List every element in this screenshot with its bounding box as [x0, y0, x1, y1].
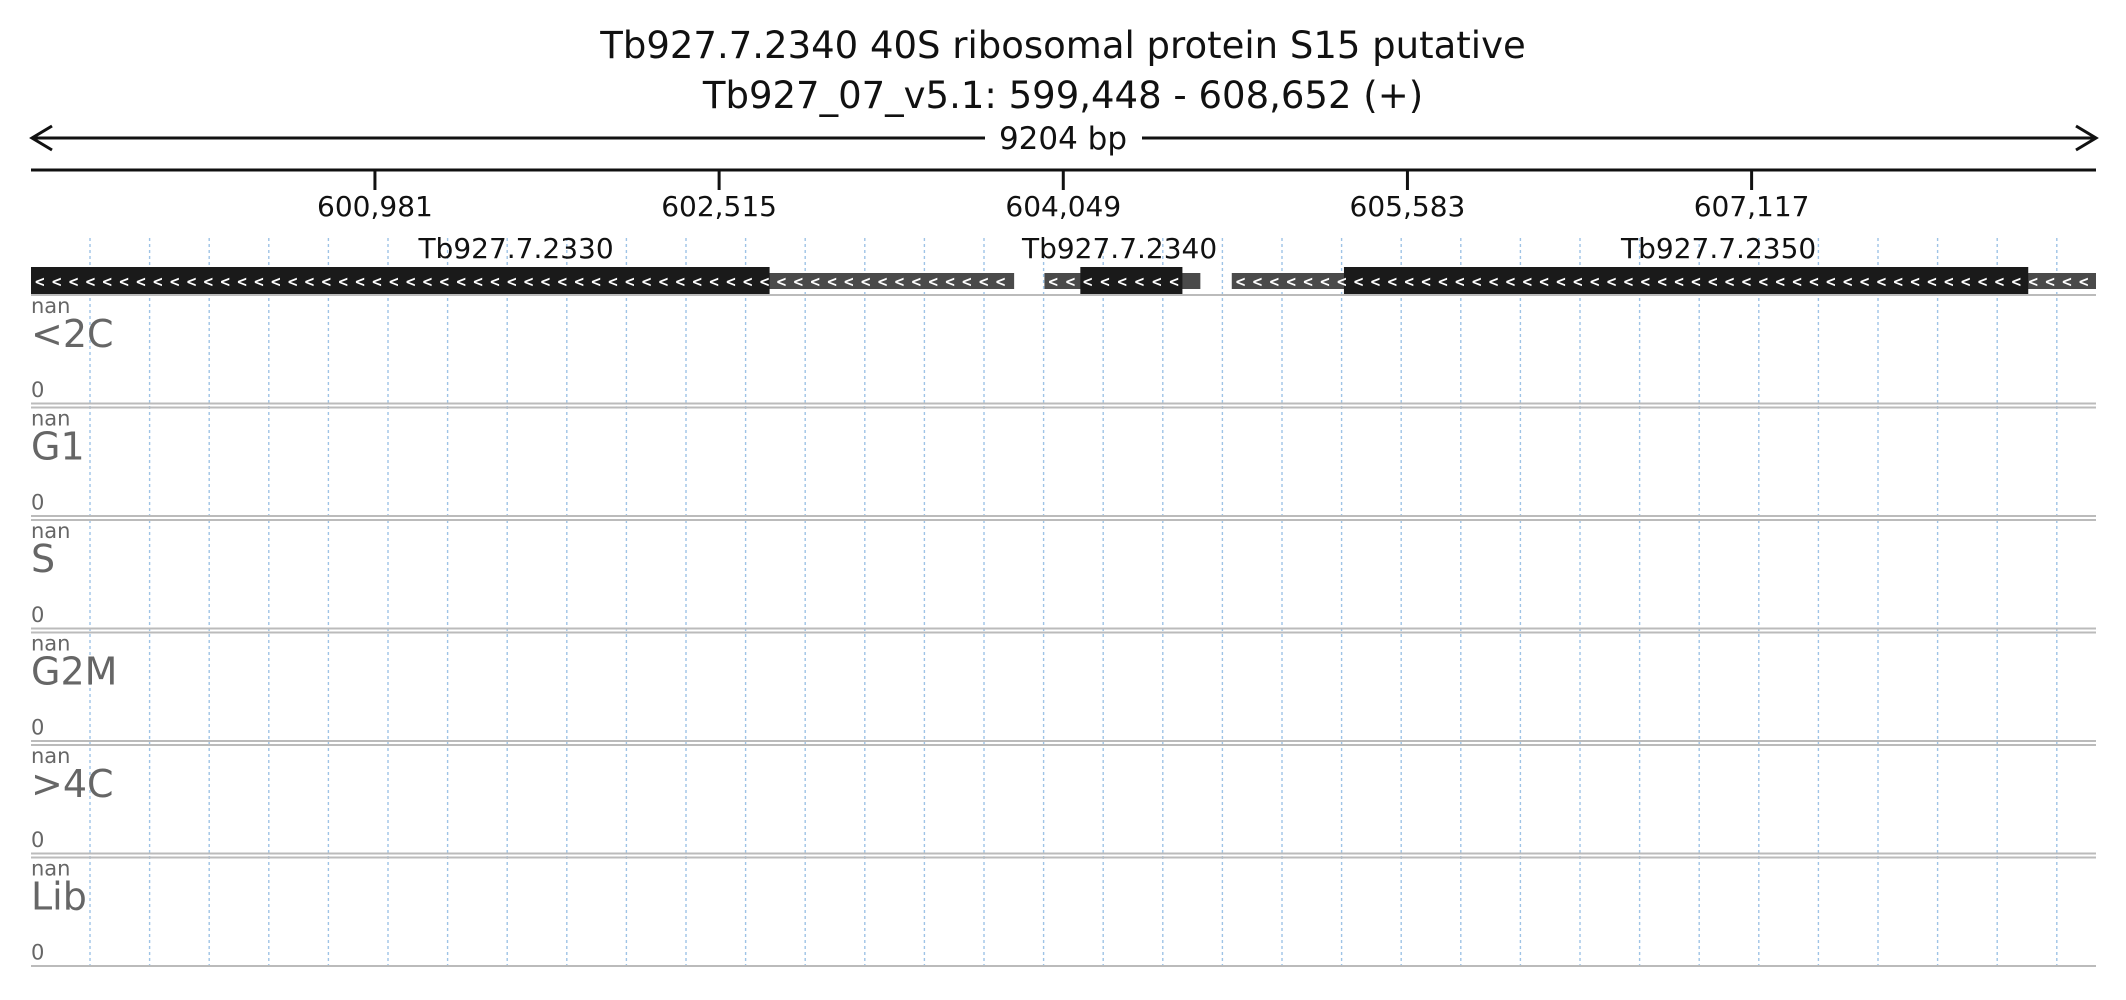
ruler-tick-label: 604,049: [1005, 190, 1121, 223]
track-min-label: 0: [31, 941, 44, 965]
track-name: G2M: [31, 650, 117, 694]
track-max-label: nan: [31, 632, 71, 656]
track-4: nan>4C 0: [31, 744, 2096, 855]
gene-cds: [1343, 267, 2029, 295]
span-arrow: 9204 bp: [29, 121, 2099, 157]
gene-label: Tb927.7.2330: [417, 232, 613, 265]
track-max-label: nan: [31, 744, 71, 768]
track-max-label: nan: [31, 857, 71, 881]
gene-Tb927-7-2350: <<<<<<<<<<<<<<<<<<<<<<<<<<<<<<<<<<<<<<<<…: [1231, 232, 2096, 295]
ruler-tick-label: 607,117: [1694, 190, 1810, 223]
figure-title: Tb927.7.2340 40S ribosomal protein S15 p…: [599, 24, 1526, 67]
track-name: G1: [31, 425, 85, 469]
coordinate-ruler: 600,981 602,515 604,049 605,583 607,117: [31, 168, 2096, 223]
track-min-label: 0: [31, 828, 44, 852]
gene-label: Tb927.7.2350: [1620, 232, 1816, 265]
gene-cds: [1080, 267, 1183, 295]
track-min-label: 0: [31, 378, 44, 402]
gene-Tb927-7-2340: <<<<<<<<Tb927.7.2340: [1021, 232, 1217, 295]
track-name: <2C: [31, 312, 114, 356]
gene-Tb927-7-2330: <<<<<<<<<<<<<<<<<<<<<<<<<<<<<<<<<<<<<<<<…: [31, 232, 1015, 295]
track-min-label: 0: [31, 491, 44, 515]
track-name: S: [31, 537, 55, 581]
ruler-tick-label: 605,583: [1350, 190, 1466, 223]
track-max-label: nan: [31, 519, 71, 543]
track-min-label: 0: [31, 603, 44, 627]
grid-lines: [89, 238, 2058, 966]
span-length-label: 9204 bp: [999, 121, 1127, 157]
ruler-tick-label: 602,515: [661, 190, 777, 223]
track-name: Lib: [31, 875, 87, 919]
track-name: >4C: [31, 762, 114, 806]
track-max-label: nan: [31, 294, 71, 318]
gene-track: <<<<<<<<<<<<<<<<<<<<<<<<<<<<<<<<<<<<<<<<…: [31, 232, 2096, 295]
gene-label: Tb927.7.2340: [1021, 232, 1217, 265]
track-min-label: 0: [31, 716, 44, 740]
locus-coordinates: Tb927_07_v5.1: 599,448 - 608,652 (+): [702, 74, 1423, 117]
track-max-label: nan: [31, 407, 71, 431]
gene-cds: [31, 267, 770, 295]
ruler-tick-label: 600,981: [317, 190, 433, 223]
track-0: nan<2C 0: [31, 294, 2096, 405]
